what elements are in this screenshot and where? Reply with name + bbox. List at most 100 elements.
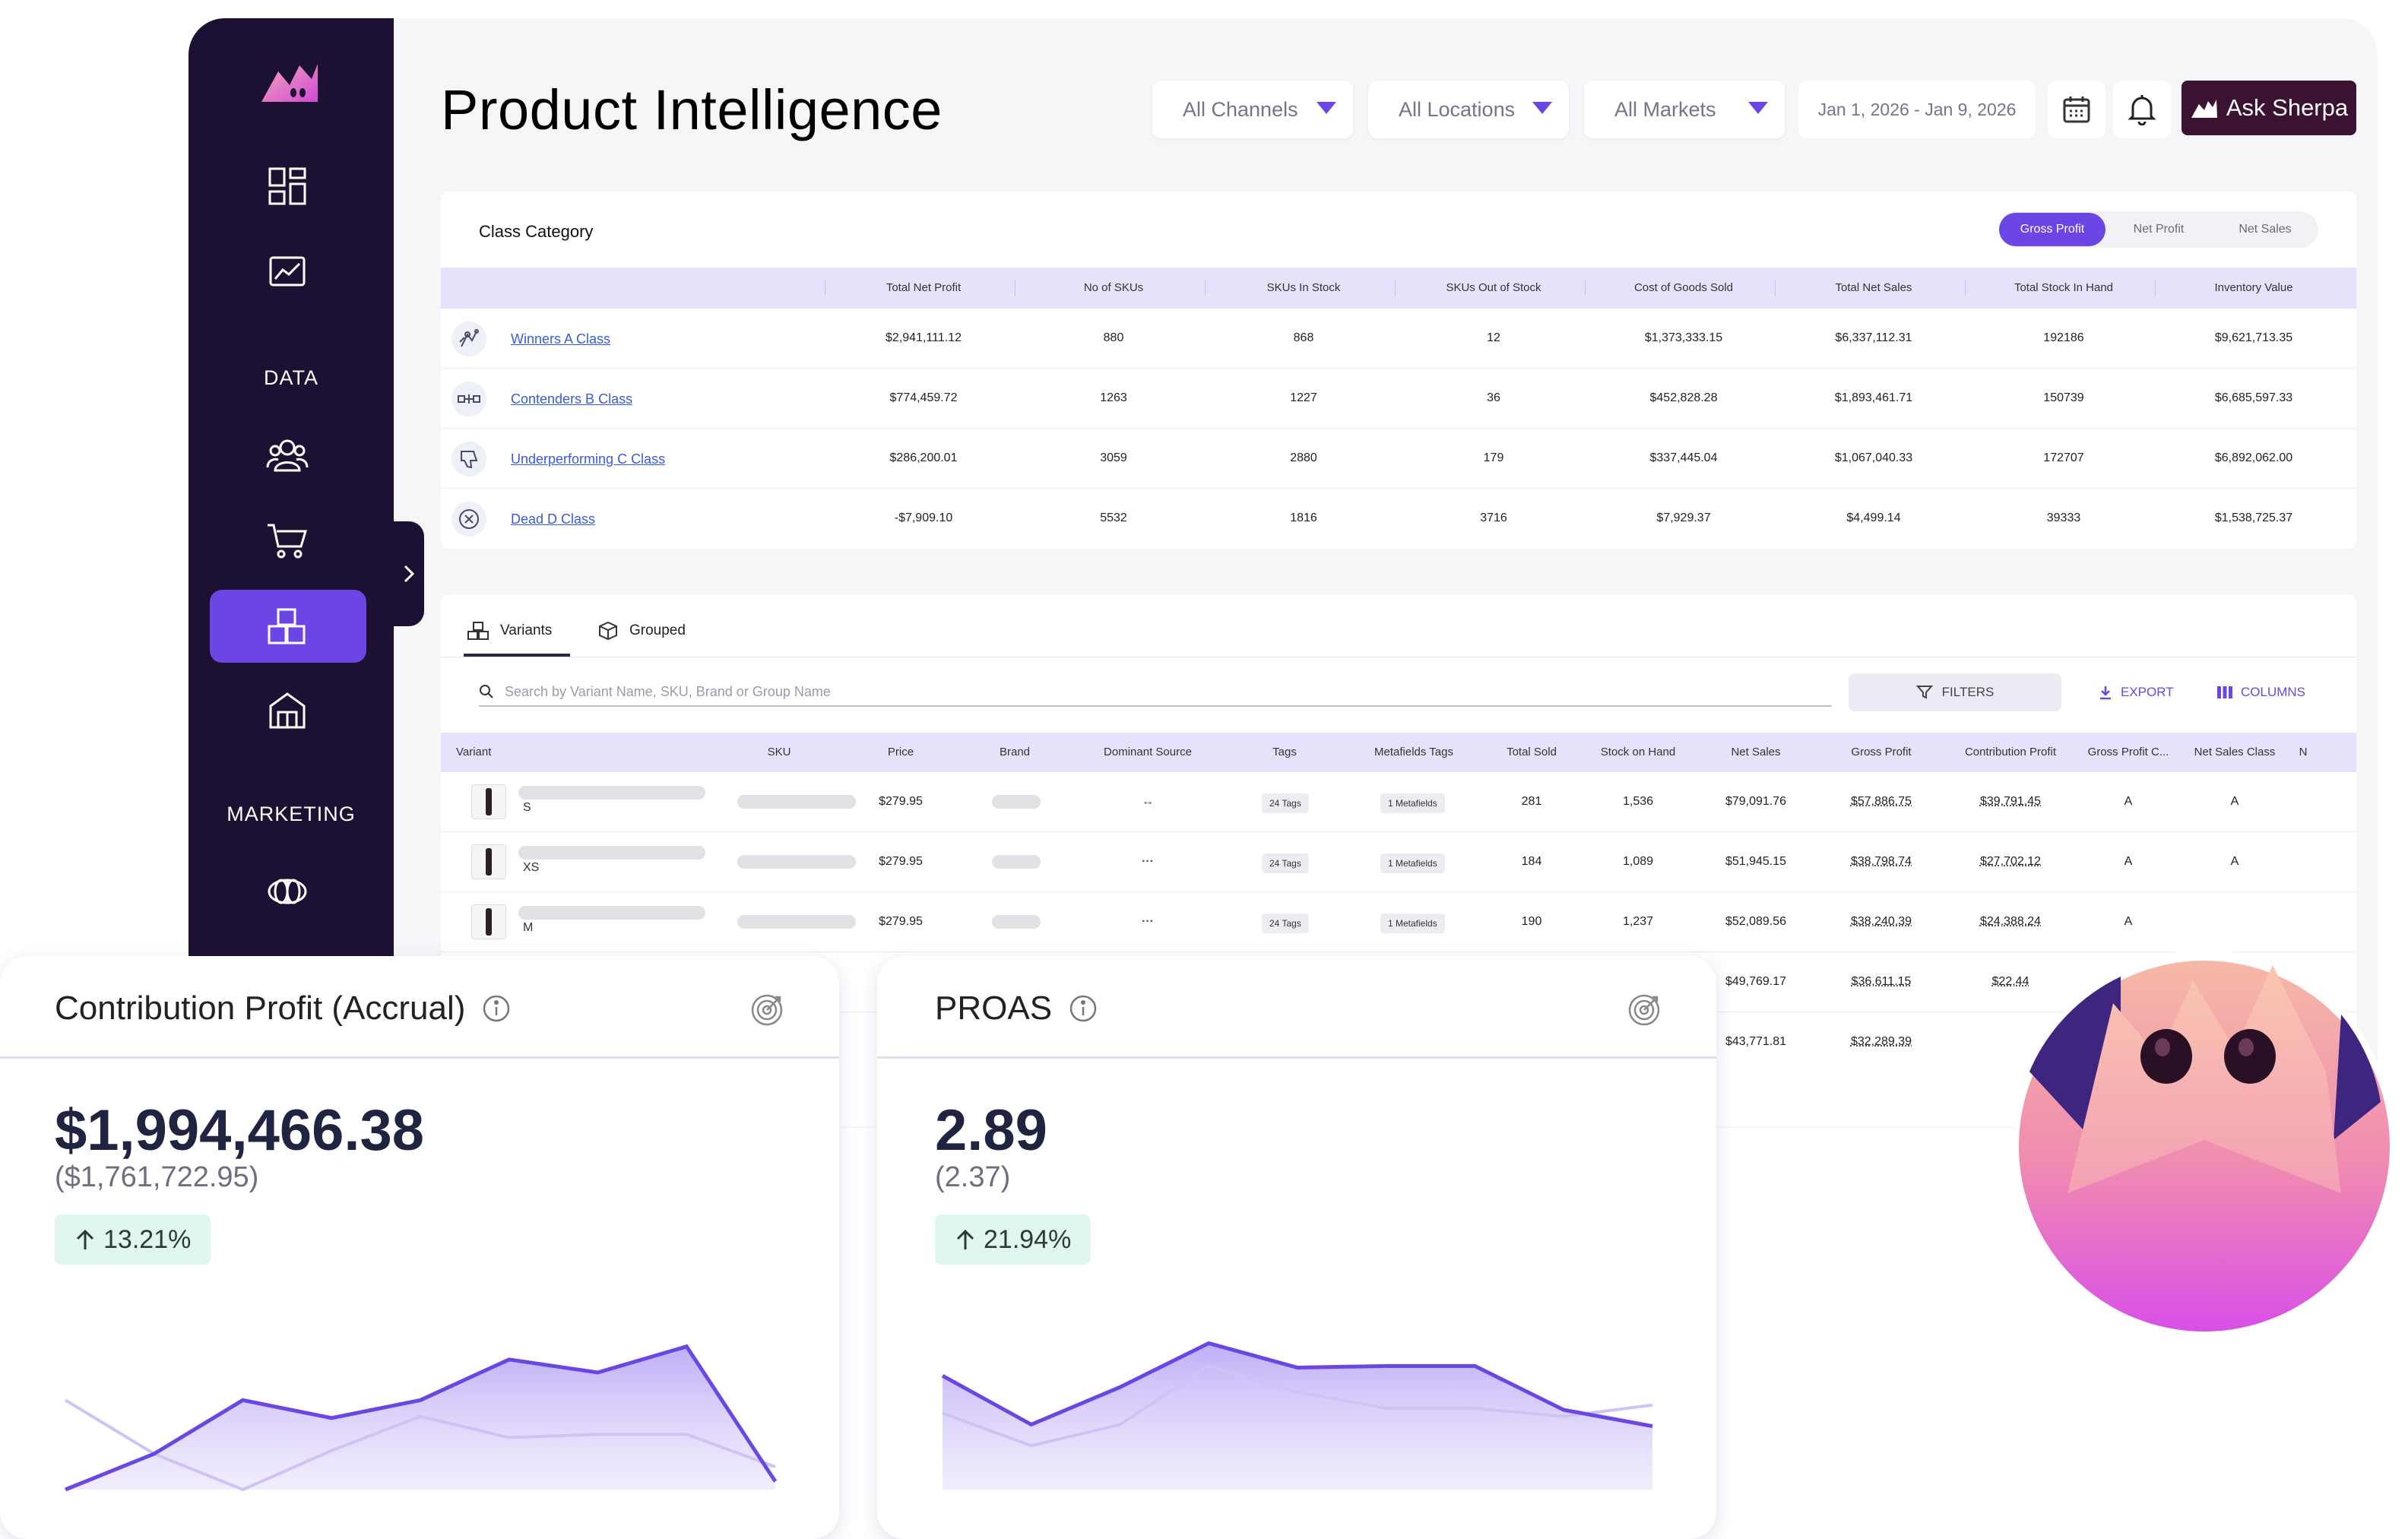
- kpi-change-badge: 21.94%: [935, 1214, 1092, 1265]
- kpi-card-contribution-profit[interactable]: Contribution Profit (Accrual) $1,994,466…: [0, 956, 839, 1539]
- class-link-winners[interactable]: Winners A Class: [511, 331, 611, 347]
- kpi-title: Contribution Profit (Accrual): [55, 990, 466, 1027]
- col-cogs[interactable]: Cost of Goods Sold: [1633, 281, 1734, 294]
- filters-button[interactable]: FILTERS: [1849, 673, 2061, 711]
- tags-pill[interactable]: 24 Tags: [1262, 853, 1309, 873]
- table-row[interactable]: S $279.95 ↔ 24 Tags 1 Metafields 281 1,5…: [441, 772, 2356, 832]
- variant-size: M: [523, 921, 534, 934]
- variant-size: XS: [523, 861, 540, 874]
- sku-placeholder: [737, 915, 856, 929]
- locations-dropdown[interactable]: All Locations: [1368, 81, 1569, 138]
- gross-profit-cell[interactable]: $38,798.74: [1850, 855, 1912, 868]
- col-net-sales[interactable]: Net Sales: [1731, 746, 1781, 758]
- analytics-icon[interactable]: [261, 245, 314, 298]
- cart-icon[interactable]: [261, 514, 314, 567]
- ask-sherpa-button[interactable]: Ask Sherpa: [2181, 81, 2356, 135]
- col-more[interactable]: N: [2299, 746, 2308, 758]
- channels-dropdown[interactable]: All Channels: [1152, 81, 1353, 138]
- tags-pill[interactable]: 24 Tags: [1262, 793, 1309, 813]
- more-dots-icon[interactable]: ···: [1142, 915, 1154, 928]
- target-icon[interactable]: [749, 993, 784, 1028]
- metafields-pill[interactable]: 1 Metafields: [1380, 793, 1445, 813]
- columns-button[interactable]: COLUMNS: [2216, 673, 2305, 711]
- contenders-icon: [452, 382, 486, 416]
- metafields-pill[interactable]: 1 Metafields: [1380, 853, 1445, 873]
- col-dominant-source[interactable]: Dominant Source: [1104, 746, 1192, 758]
- col-total-net-sales[interactable]: Total Net Sales: [1835, 281, 1912, 294]
- kpi-previous-value: ($1,761,722.95): [55, 1161, 259, 1193]
- gross-profit-cell[interactable]: $36,611.15: [1851, 975, 1912, 988]
- dashboard-icon[interactable]: [261, 160, 314, 213]
- kpi-card-proas[interactable]: PROAS 2.89 (2.37) 21.94%: [877, 956, 1716, 1539]
- store-icon[interactable]: [261, 684, 314, 737]
- contribution-cell[interactable]: $24,388.24: [1979, 915, 2042, 928]
- sidebar: DATA MARKETING: [189, 18, 394, 961]
- products-boxes-icon[interactable]: [261, 600, 314, 653]
- col-price[interactable]: Price: [887, 746, 914, 758]
- col-skus-in-stock[interactable]: SKUs In Stock: [1266, 281, 1341, 294]
- class-link-dead[interactable]: Dead D Class: [511, 511, 596, 527]
- metric-toggle: Gross Profit Net Profit Net Sales: [1999, 211, 2318, 248]
- calendar-button[interactable]: [2048, 81, 2105, 138]
- kpi-value: 2.89: [935, 1098, 1047, 1163]
- notifications-button[interactable]: [2113, 81, 2171, 138]
- contribution-cell[interactable]: $22,44: [1991, 975, 2029, 988]
- table-row[interactable]: M $279.95 ··· 24 Tags 1 Metafields 190 1…: [441, 892, 2356, 952]
- col-stock-on-hand[interactable]: Stock on Hand: [1600, 746, 1676, 758]
- gross-profit-cell[interactable]: $38,240.39: [1850, 915, 1912, 928]
- more-dots-icon[interactable]: ···: [1142, 855, 1154, 868]
- col-sku[interactable]: SKU: [767, 746, 791, 758]
- arrow-up-icon: [956, 1229, 974, 1249]
- columns-icon: [2217, 686, 2232, 698]
- gross-profit-cell[interactable]: $32,289.39: [1850, 1035, 1912, 1048]
- export-button[interactable]: EXPORT: [2098, 673, 2174, 711]
- info-icon[interactable]: [482, 994, 511, 1023]
- tags-pill[interactable]: 24 Tags: [1262, 914, 1309, 933]
- col-net-sales-class[interactable]: Net Sales Class: [2194, 746, 2276, 758]
- col-no-of-skus[interactable]: No of SKUs: [1083, 281, 1144, 294]
- table-row[interactable]: $43,771.81 $32,289.39: [441, 1012, 2356, 1072]
- toggle-net-sales[interactable]: Net Sales: [2238, 223, 2292, 236]
- target-icon[interactable]: [1627, 993, 1662, 1028]
- col-tags[interactable]: Tags: [1272, 746, 1297, 758]
- table-cell: $1,538,725.37: [2214, 511, 2293, 524]
- markets-dropdown[interactable]: All Markets: [1584, 81, 1785, 138]
- tab-grouped[interactable]: Grouped: [597, 610, 686, 652]
- net-sales-cell: $51,945.15: [1725, 855, 1787, 868]
- contribution-cell[interactable]: $39,791.45: [1979, 795, 2042, 808]
- col-gross-profit[interactable]: Gross Profit: [1851, 746, 1912, 758]
- date-range-picker[interactable]: Jan 1, 2026 - Jan 9, 2026: [1798, 81, 2036, 138]
- filters-label: FILTERS: [1941, 685, 1995, 699]
- sherpa-mascot-icon[interactable]: [2007, 942, 2402, 1338]
- metafields-pill[interactable]: 1 Metafields: [1380, 914, 1445, 933]
- col-gross-profit-class[interactable]: Gross Profit C...: [2087, 746, 2169, 758]
- sidebar-toggle-button[interactable]: [394, 521, 424, 626]
- tab-variants[interactable]: Variants: [467, 610, 552, 652]
- customers-icon[interactable]: [261, 429, 314, 482]
- table-cell: 39333: [2046, 511, 2081, 524]
- col-variant[interactable]: Variant: [456, 746, 492, 758]
- price-cell: $279.95: [879, 855, 923, 868]
- gross-profit-cell[interactable]: $57,886.75: [1850, 795, 1912, 808]
- sku-placeholder: [737, 795, 856, 809]
- class-link-contenders[interactable]: Contenders B Class: [511, 391, 633, 407]
- table-row[interactable]: XS $279.95 ··· 24 Tags 1 Metafields 184 …: [441, 832, 2356, 892]
- col-contribution-profit[interactable]: Contribution Profit: [1964, 746, 2057, 758]
- info-icon[interactable]: [1069, 994, 1098, 1023]
- class-link-underperforming[interactable]: Underperforming C Class: [511, 451, 666, 467]
- table-cell: $774,459.72: [889, 391, 958, 404]
- locations-value: All Locations: [1399, 97, 1516, 121]
- col-inventory-value[interactable]: Inventory Value: [2214, 281, 2293, 294]
- contribution-cell[interactable]: $27,702.12: [1979, 855, 2042, 868]
- toggle-gross-profit[interactable]: Gross Profit: [1999, 213, 2105, 246]
- col-total-net-profit[interactable]: Total Net Profit: [886, 281, 962, 294]
- col-metafields-tags[interactable]: Metafields Tags: [1374, 746, 1453, 758]
- col-brand[interactable]: Brand: [999, 746, 1031, 758]
- search-input[interactable]: Search by Variant Name, SKU, Brand or Gr…: [479, 678, 1832, 707]
- campaigns-icon[interactable]: [261, 865, 314, 918]
- col-total-sold[interactable]: Total Sold: [1507, 746, 1557, 758]
- col-total-stock-in-hand[interactable]: Total Stock In Hand: [2014, 281, 2114, 294]
- logo-icon[interactable]: [255, 49, 324, 117]
- toggle-net-profit[interactable]: Net Profit: [2133, 223, 2185, 236]
- col-skus-out-of-stock[interactable]: SKUs Out of Stock: [1446, 281, 1541, 294]
